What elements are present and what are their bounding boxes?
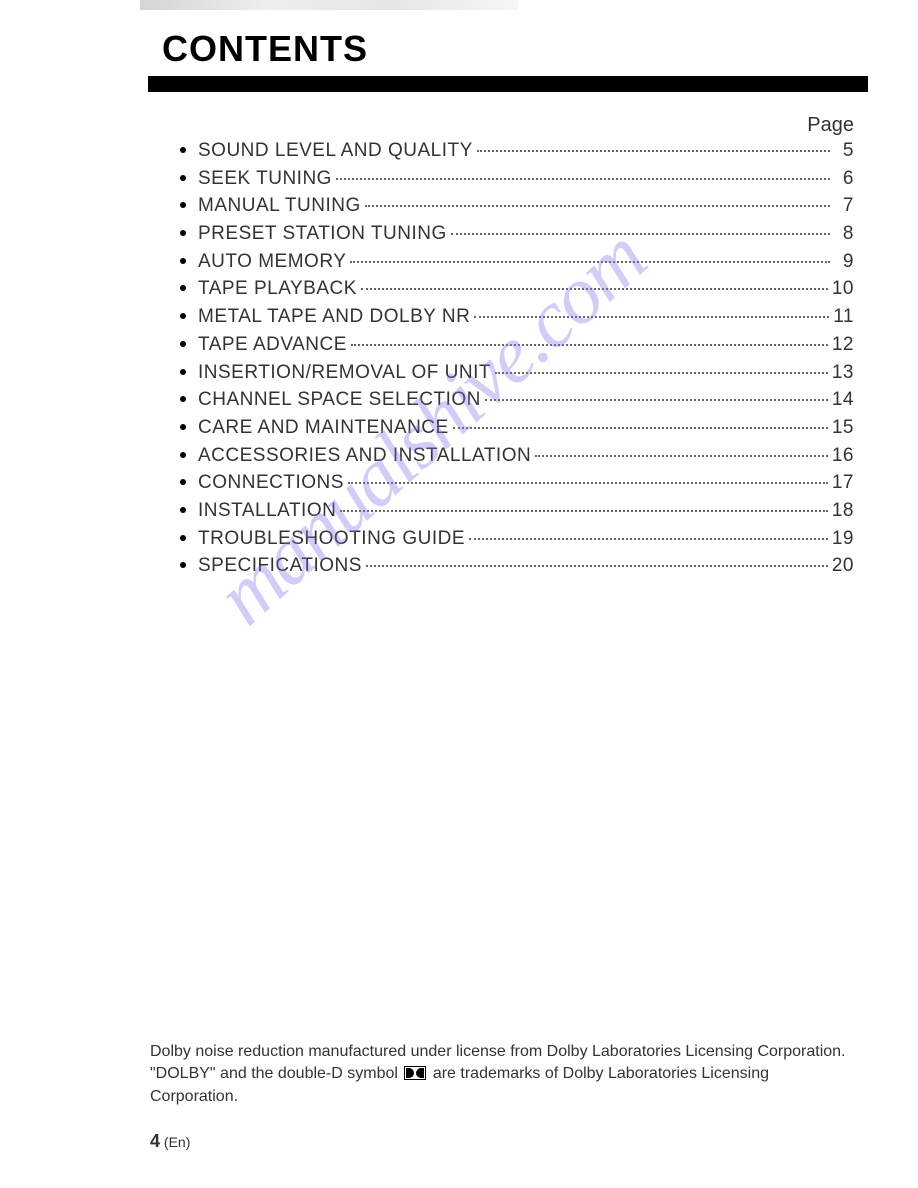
bullet-icon — [180, 258, 186, 264]
toc-page-number: 15 — [832, 416, 858, 441]
toc-title: TAPE ADVANCE — [198, 333, 347, 358]
footer-line2-pre: "DOLBY" and the double-D symbol — [150, 1065, 402, 1082]
toc-title: INSTALLATION — [198, 499, 336, 524]
bullet-icon — [180, 285, 186, 291]
page-column-label: Page — [140, 114, 854, 137]
page-number: 4 (En) — [150, 1131, 190, 1152]
page-wrapper: CONTENTS Page SOUND LEVEL AND QUALITY 5 … — [0, 0, 918, 1188]
page-number-value: 4 — [150, 1131, 160, 1151]
toc-item: AUTO MEMORY 9 — [180, 250, 858, 275]
toc-item: INSTALLATION 18 — [180, 499, 858, 524]
toc-leader-dots — [351, 344, 828, 346]
toc-page-number: 20 — [832, 554, 858, 579]
toc-title: TROUBLESHOOTING GUIDE — [198, 527, 465, 552]
toc-leader-dots — [365, 205, 830, 207]
toc-item: ACCESSORIES AND INSTALLATION 16 — [180, 444, 858, 469]
toc-page-number: 12 — [832, 333, 858, 358]
toc-item: METAL TAPE AND DOLBY NR 11 — [180, 305, 858, 330]
toc-page-number: 16 — [832, 444, 858, 469]
toc-title: TAPE PLAYBACK — [198, 277, 357, 302]
toc-leader-dots — [495, 372, 828, 374]
toc-item: SPECIFICATIONS 20 — [180, 554, 858, 579]
bullet-icon — [180, 396, 186, 402]
toc-title: METAL TAPE AND DOLBY NR — [198, 305, 470, 330]
toc-page-number: 9 — [834, 250, 858, 275]
toc-page-number: 13 — [832, 361, 858, 386]
bullet-icon — [180, 507, 186, 513]
bullet-icon — [180, 369, 186, 375]
toc-page-number: 17 — [832, 471, 858, 496]
bullet-icon — [180, 452, 186, 458]
toc-leader-dots — [350, 261, 830, 263]
toc-item: MANUAL TUNING 7 — [180, 194, 858, 219]
toc-page-number: 5 — [834, 139, 858, 164]
page-title: CONTENTS — [162, 28, 868, 70]
bullet-icon — [180, 147, 186, 153]
toc-leader-dots — [366, 565, 828, 567]
toc-title: CARE AND MAINTENANCE — [198, 416, 449, 441]
header-divider-bar — [148, 76, 868, 92]
toc-page-number: 11 — [833, 305, 858, 330]
footer-notice: Dolby noise reduction manufactured under… — [150, 1041, 848, 1108]
toc-title: CHANNEL SPACE SELECTION — [198, 388, 481, 413]
toc-leader-dots — [485, 399, 828, 401]
toc-page-number: 10 — [832, 277, 858, 302]
toc-leader-dots — [451, 233, 830, 235]
bullet-icon — [180, 479, 186, 485]
bullet-icon — [180, 202, 186, 208]
toc-leader-dots — [535, 455, 828, 457]
toc-item: CONNECTIONS 17 — [180, 471, 858, 496]
dolby-double-d-icon — [404, 1066, 426, 1080]
toc-leader-dots — [469, 538, 828, 540]
toc-title: SOUND LEVEL AND QUALITY — [198, 139, 473, 164]
toc-title: SEEK TUNING — [198, 167, 332, 192]
toc-title: ACCESSORIES AND INSTALLATION — [198, 444, 531, 469]
page-number-lang: (En) — [164, 1134, 190, 1150]
toc-page-number: 18 — [832, 499, 858, 524]
toc-title: PRESET STATION TUNING — [198, 222, 447, 247]
table-of-contents: SOUND LEVEL AND QUALITY 5 SEEK TUNING 6 … — [140, 139, 868, 579]
toc-item: TAPE ADVANCE 12 — [180, 333, 858, 358]
toc-leader-dots — [336, 178, 830, 180]
toc-page-number: 19 — [832, 527, 858, 552]
bullet-icon — [180, 424, 186, 430]
toc-title: MANUAL TUNING — [198, 194, 361, 219]
toc-leader-dots — [477, 150, 830, 152]
bullet-icon — [180, 313, 186, 319]
toc-leader-dots — [453, 427, 828, 429]
toc-item: SOUND LEVEL AND QUALITY 5 — [180, 139, 858, 164]
toc-item: PRESET STATION TUNING 8 — [180, 222, 858, 247]
toc-title: INSERTION/REMOVAL OF UNIT — [198, 361, 491, 386]
toc-item: CARE AND MAINTENANCE 15 — [180, 416, 858, 441]
toc-leader-dots — [340, 510, 828, 512]
footer-line1: Dolby noise reduction manufactured under… — [150, 1043, 846, 1060]
toc-page-number: 8 — [834, 222, 858, 247]
toc-item: TROUBLESHOOTING GUIDE 19 — [180, 527, 858, 552]
bullet-icon — [180, 535, 186, 541]
toc-item: CHANNEL SPACE SELECTION 14 — [180, 388, 858, 413]
toc-leader-dots — [474, 316, 829, 318]
bullet-icon — [180, 175, 186, 181]
toc-leader-dots — [348, 482, 828, 484]
toc-item: INSERTION/REMOVAL OF UNIT 13 — [180, 361, 858, 386]
toc-title: AUTO MEMORY — [198, 250, 346, 275]
bullet-icon — [180, 230, 186, 236]
toc-page-number: 6 — [834, 167, 858, 192]
toc-title: CONNECTIONS — [198, 471, 344, 496]
bullet-icon — [180, 562, 186, 568]
toc-page-number: 7 — [834, 194, 858, 219]
bullet-icon — [180, 341, 186, 347]
toc-leader-dots — [361, 288, 828, 290]
toc-title: SPECIFICATIONS — [198, 554, 362, 579]
toc-page-number: 14 — [832, 388, 858, 413]
toc-item: SEEK TUNING 6 — [180, 167, 858, 192]
toc-item: TAPE PLAYBACK 10 — [180, 277, 858, 302]
